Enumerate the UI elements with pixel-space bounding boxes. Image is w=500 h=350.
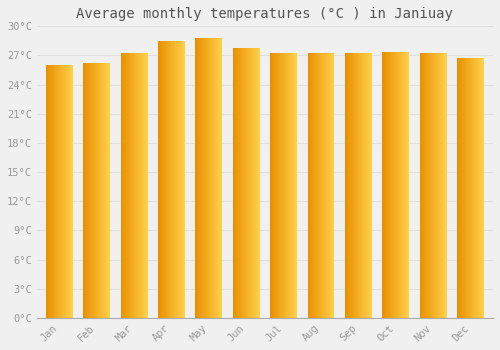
Title: Average monthly temperatures (°C ) in Janiuay: Average monthly temperatures (°C ) in Ja… — [76, 7, 454, 21]
